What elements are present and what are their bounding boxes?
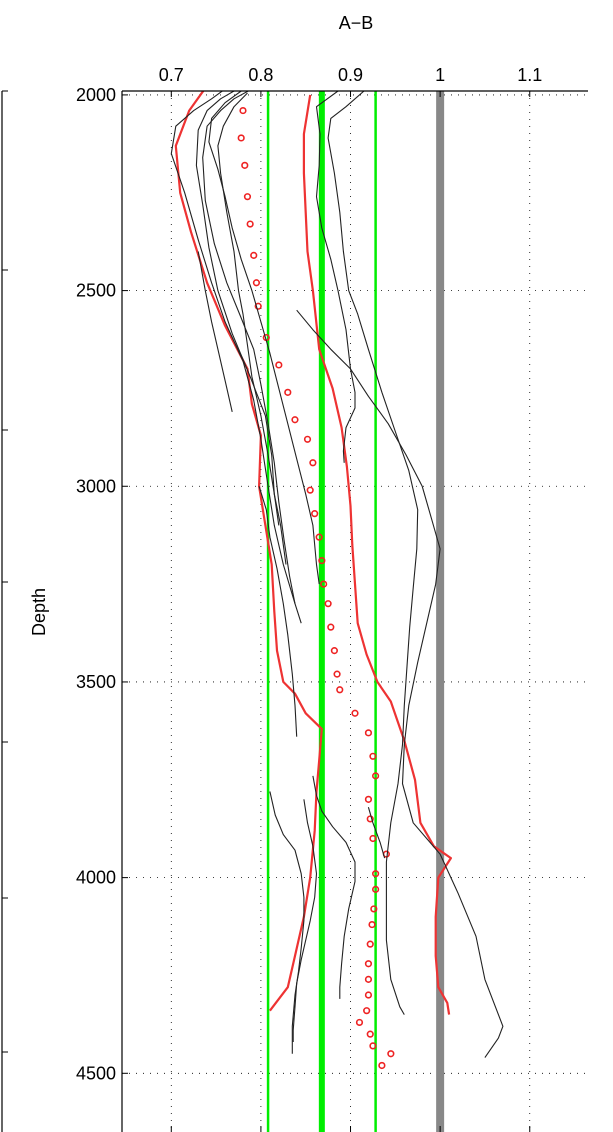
data-marker: [311, 510, 319, 518]
data-marker: [372, 870, 380, 878]
data-marker: [387, 1050, 395, 1058]
data-marker: [364, 960, 373, 968]
data-marker: [364, 991, 373, 999]
data-marker: [369, 1042, 377, 1050]
red-series-line: [174, 91, 323, 1012]
black-series-line: [170, 91, 302, 624]
data-marker: [366, 1030, 374, 1038]
axes: 0.7 0.8 0.9 1 1.1 2000 2500 3000 3500 4000 4500: [76, 65, 588, 1132]
data-marker: [250, 251, 258, 259]
data-marker: [351, 709, 359, 717]
data-marker: [366, 815, 374, 823]
reference-lines: [266, 91, 445, 1132]
data-marker: [366, 940, 374, 948]
chart-title: A−B: [339, 13, 374, 33]
data-marker: [372, 772, 380, 780]
data-marker: [252, 279, 261, 287]
data-marker: [364, 729, 373, 737]
data-marker: [291, 416, 299, 424]
y-tick-label: 2000: [76, 85, 116, 105]
black-series-line: [258, 486, 298, 737]
data-marker: [246, 220, 254, 228]
y-axis-title: Depth: [29, 588, 49, 636]
black-series-line: [292, 799, 318, 1042]
data-marker: [369, 752, 377, 760]
data-marker: [306, 486, 314, 494]
data-marker: [241, 161, 249, 169]
black-series-line: [312, 775, 356, 999]
grid-lines: [122, 91, 588, 1132]
x-tick-label: 0.8: [248, 65, 273, 85]
data-marker: [243, 193, 252, 201]
data-marker: [309, 459, 317, 467]
data-marker: [369, 834, 377, 843]
x-tick-label: 0.9: [338, 65, 363, 85]
black-series-line: [208, 91, 320, 585]
y-tick-label: 3500: [76, 672, 116, 692]
data-marker: [363, 1007, 371, 1015]
data-marker: [378, 1061, 386, 1070]
data-marker: [324, 600, 332, 608]
black-series-line: [367, 807, 386, 859]
x-tick-label: 1: [435, 65, 445, 85]
data-marker: [370, 905, 378, 913]
x-tick-label: 0.7: [159, 65, 184, 85]
black-series-line: [315, 91, 356, 463]
data-marker: [254, 302, 262, 310]
data-marker: [330, 647, 338, 655]
data-marker: [333, 670, 341, 678]
data-marker: [239, 106, 247, 115]
y-tick-label: 2500: [76, 281, 116, 301]
data-series: [170, 91, 504, 1070]
y-tick-label: 3000: [76, 476, 116, 496]
black-series-line: [269, 791, 305, 1054]
black-series-line: [217, 92, 287, 565]
data-marker: [336, 686, 344, 694]
data-marker: [368, 920, 376, 929]
y-tick-label: 4500: [76, 1063, 116, 1083]
black-series-line: [327, 91, 419, 1015]
data-marker: [315, 533, 323, 541]
black-series-line: [197, 251, 233, 413]
data-marker: [237, 134, 245, 142]
data-marker: [275, 361, 283, 369]
data-marker: [364, 795, 373, 803]
data-marker: [318, 557, 326, 565]
black-series-line: [195, 91, 280, 526]
data-marker: [355, 1018, 364, 1027]
left-panel-edge: [1, 90, 8, 1132]
data-marker: [303, 435, 312, 443]
black-series-line: [296, 309, 504, 1058]
x-tick-label: 1.1: [517, 65, 542, 85]
data-marker: [284, 388, 292, 396]
data-marker: [364, 975, 373, 983]
data-marker: [327, 623, 335, 631]
data-marker: [320, 580, 328, 588]
y-tick-label: 4000: [76, 868, 116, 888]
data-marker: [372, 885, 380, 893]
red-series-line: [302, 94, 452, 1015]
